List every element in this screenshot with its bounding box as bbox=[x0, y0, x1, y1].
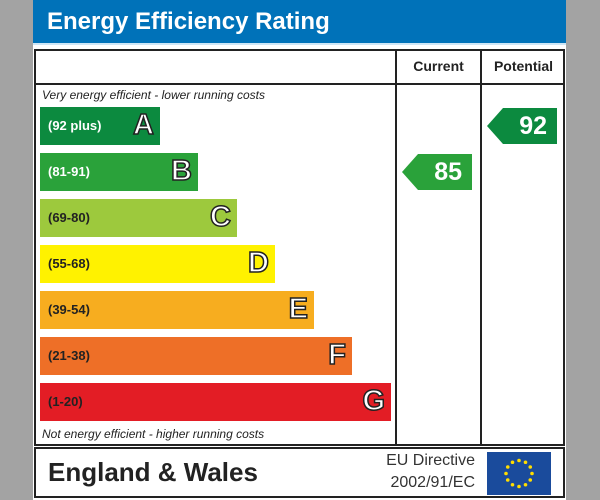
band-letter: B bbox=[170, 154, 192, 188]
band-range: (92 plus) bbox=[48, 118, 102, 133]
divider bbox=[395, 51, 397, 444]
band-bar-e: (39-54) E bbox=[40, 291, 314, 329]
band-bar-g: (1-20) G bbox=[40, 383, 391, 421]
column-header-current: Current bbox=[413, 58, 464, 74]
epc-panel: Energy Efficiency Rating Current Potenti… bbox=[33, 0, 566, 500]
flag-star bbox=[517, 484, 521, 489]
divider bbox=[36, 83, 563, 85]
top-note: Very energy efficient - lower running co… bbox=[42, 88, 265, 102]
flag-star bbox=[510, 460, 515, 465]
band-letter: G bbox=[362, 384, 386, 418]
flag-star bbox=[523, 460, 528, 465]
band-range: (21-38) bbox=[48, 348, 90, 363]
flag-star bbox=[504, 471, 508, 476]
band-letter: F bbox=[328, 338, 347, 372]
current-rating-arrow: 85 bbox=[402, 154, 472, 190]
band-range: (81-91) bbox=[48, 164, 90, 179]
band-letter: E bbox=[288, 292, 309, 326]
column-header-potential: Potential bbox=[493, 58, 554, 74]
band-bar-a: (92 plus) A bbox=[40, 107, 160, 145]
flag-star bbox=[517, 458, 521, 463]
footer: England & Wales EU Directive 2002/91/EC bbox=[34, 447, 565, 498]
band-bar-b: (81-91) B bbox=[40, 153, 198, 191]
chart-title: Energy Efficiency Rating bbox=[33, 0, 566, 45]
bottom-note: Not energy efficient - higher running co… bbox=[42, 427, 265, 441]
divider bbox=[480, 51, 482, 444]
current-rating-value: 85 bbox=[434, 158, 462, 186]
flag-star bbox=[523, 482, 528, 487]
flag-star bbox=[505, 478, 510, 482]
band-range: (1-20) bbox=[48, 394, 83, 409]
band-letter: C bbox=[209, 200, 231, 234]
band-letter: A bbox=[132, 108, 154, 142]
flag-star bbox=[528, 478, 533, 482]
band-range: (39-54) bbox=[48, 302, 90, 317]
eu-flag-icon bbox=[487, 452, 551, 495]
flag-star bbox=[510, 482, 515, 487]
flag-star bbox=[530, 471, 534, 476]
band-bar-d: (55-68) D bbox=[40, 245, 275, 283]
band-bar-c: (69-80) C bbox=[40, 199, 237, 237]
rating-table: Current Potential Very energy efficient … bbox=[34, 49, 565, 446]
potential-rating-arrow: 92 bbox=[487, 108, 557, 144]
region-label: England & Wales bbox=[48, 457, 258, 487]
directive-line2: 2002/91/EC bbox=[390, 474, 475, 491]
band-letter: D bbox=[247, 246, 269, 280]
directive-line1: EU Directive bbox=[386, 452, 475, 469]
band-range: (55-68) bbox=[48, 256, 90, 271]
band-range: (69-80) bbox=[48, 210, 90, 225]
potential-rating-value: 92 bbox=[519, 112, 547, 140]
band-bar-f: (21-38) F bbox=[40, 337, 352, 375]
flag-star bbox=[505, 465, 510, 469]
flag-star bbox=[528, 465, 533, 469]
